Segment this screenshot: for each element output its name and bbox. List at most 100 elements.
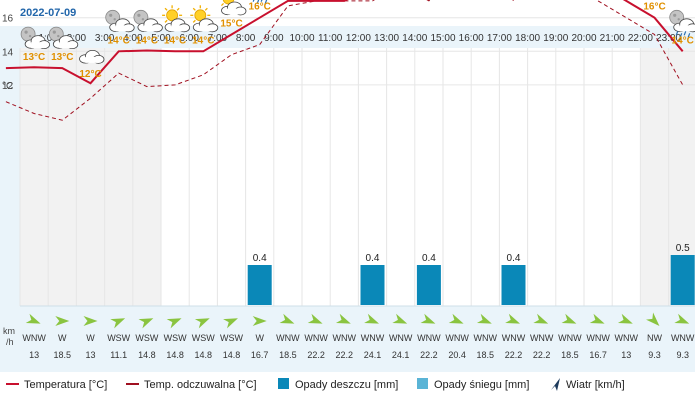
cloud-body	[59, 42, 73, 49]
wind-direction-label: WNW	[333, 333, 357, 343]
sun-cloud-icon	[162, 5, 191, 33]
wind-direction-label: WSW	[220, 333, 243, 343]
night-shading	[20, 48, 695, 306]
wind-arrow-shape	[364, 313, 379, 324]
legend: Temperatura [°C] Temp. odczuwalna [°C] O…	[6, 378, 625, 391]
wind-speed-label: 13	[85, 350, 95, 360]
moon-crater	[28, 34, 32, 38]
wind-speed-label: 18.5	[477, 350, 495, 360]
wind-arrow-icon	[138, 318, 154, 329]
hour-labels: 1:00 2:00 3:00 4:00 5:00 6:00 7:00 8:00 9:00 10:0…	[38, 33, 681, 44]
moon-cloud-icon	[105, 9, 135, 33]
rain-bar-label: 0.4	[253, 253, 267, 264]
rain-drop	[256, 0, 260, 4]
legend-temperature-label: Temperatura [°C]	[24, 379, 107, 391]
wind-arrow-icon	[646, 312, 660, 326]
wind-speed-label: 13	[621, 350, 631, 360]
hour-label: 21:00	[600, 33, 625, 44]
rain-bar-label: 0.4	[507, 253, 521, 264]
y-tick-label: 14	[2, 47, 14, 58]
wind-arrow-shape	[83, 316, 98, 326]
cloud-icon	[79, 50, 105, 64]
y-axis-unit: °C	[2, 81, 13, 92]
hour-label: 10:00	[289, 33, 314, 44]
wind-arrow-shape	[223, 318, 238, 329]
y-axis-ticks: 1214161820	[2, 14, 14, 92]
wind-arrow-icon	[674, 313, 690, 324]
temperature-label: 13°C	[51, 52, 73, 63]
legend-rain-swatch	[278, 378, 289, 389]
wind-direction-label: WNW	[22, 333, 46, 343]
night-column	[104, 48, 133, 306]
wind-arrow-icon	[476, 313, 492, 324]
rain-bar	[501, 265, 526, 305]
wind-arrow-icon	[110, 318, 126, 329]
moon-crater	[677, 18, 680, 21]
wind-direction-label: WSW	[107, 333, 130, 343]
wind-arrow-shape	[252, 316, 267, 326]
temperature-label: 15°C	[220, 19, 242, 30]
moon-crater	[137, 13, 141, 17]
hour-label: 14:00	[402, 33, 427, 44]
hour-label: 5:00	[151, 33, 171, 44]
sun-ray	[192, 7, 196, 11]
sun-ray	[220, 2, 225, 7]
wind-arrow-shape	[448, 313, 464, 324]
moon-cloud-icon	[133, 9, 163, 33]
wind-arrow-icon	[448, 313, 464, 324]
night-column	[132, 48, 161, 306]
wind-direction-label: WNW	[530, 333, 554, 343]
wind-arrow-icon	[420, 313, 436, 324]
wind-speed-label: 18.5	[54, 350, 72, 360]
wind-arrow-shape	[646, 312, 660, 326]
legend-rain-label: Opady deszczu [mm]	[295, 379, 398, 391]
hour-label: 20:00	[571, 33, 596, 44]
wind-direction-label: WNW	[502, 333, 526, 343]
wind-arrow-shape	[533, 313, 549, 324]
wind-arrow-icon	[561, 313, 577, 324]
wind-arrow-icon	[505, 313, 520, 324]
wind-direction-label: WNW	[417, 333, 441, 343]
rain-bar-label: 0.5	[676, 243, 690, 254]
sun-ray	[192, 19, 196, 23]
wind-row: WNW13W18.5W13WSW11.1WSW14.8WSW14.8WSW14.…	[22, 312, 695, 360]
rain-bar	[416, 265, 441, 305]
temperature-label: 14°C	[164, 35, 186, 46]
wind-speed-label: 22.2	[336, 350, 354, 360]
weather-icons	[20, 0, 695, 64]
wind-arrow-icon	[25, 313, 41, 324]
wind-arrow-icon	[335, 313, 351, 324]
wind-direction-label: WNW	[474, 333, 498, 343]
wind-direction-label: WSW	[164, 333, 187, 343]
cloud-body	[85, 56, 99, 63]
hour-label: 11:00	[318, 33, 343, 44]
hour-label: 15:00	[430, 33, 455, 44]
wind-arrow-shape	[561, 313, 577, 324]
temperature-label: 14°C	[672, 35, 694, 46]
wind-arrow-shape	[166, 318, 182, 329]
wind-arrow-icon	[83, 316, 98, 326]
wind-arrow-icon	[589, 313, 605, 324]
cloud-body	[679, 25, 693, 32]
wind-speed-label: 11.1	[110, 350, 127, 360]
wind-arrow-icon	[279, 313, 295, 324]
sun-ray	[164, 7, 168, 11]
wind-direction-label: WNW	[671, 333, 695, 343]
rain-drop	[675, 31, 679, 36]
hour-label: 2:00	[67, 33, 87, 44]
wind-arrow-icon	[307, 313, 323, 324]
hour-label: 18:00	[515, 33, 540, 44]
hour-label: 17:00	[487, 33, 512, 44]
wind-speed-label: 9.3	[676, 350, 689, 360]
sun-disc	[166, 9, 179, 22]
wind-speed-label: 22.2	[307, 350, 325, 360]
moon-cloud-icon	[20, 26, 50, 49]
wind-speed-label: 16.7	[251, 350, 269, 360]
rain-bar-label: 0.4	[422, 253, 436, 264]
legend-snow-label: Opady śniegu [mm]	[434, 379, 529, 391]
temperature-label: 12°C	[79, 69, 101, 80]
wind-unit-km: km	[3, 326, 15, 336]
wind-direction-label: WSW	[135, 333, 158, 343]
rain-bar-label: 0.4	[366, 253, 380, 264]
temperature-label: 16°C	[249, 2, 271, 13]
